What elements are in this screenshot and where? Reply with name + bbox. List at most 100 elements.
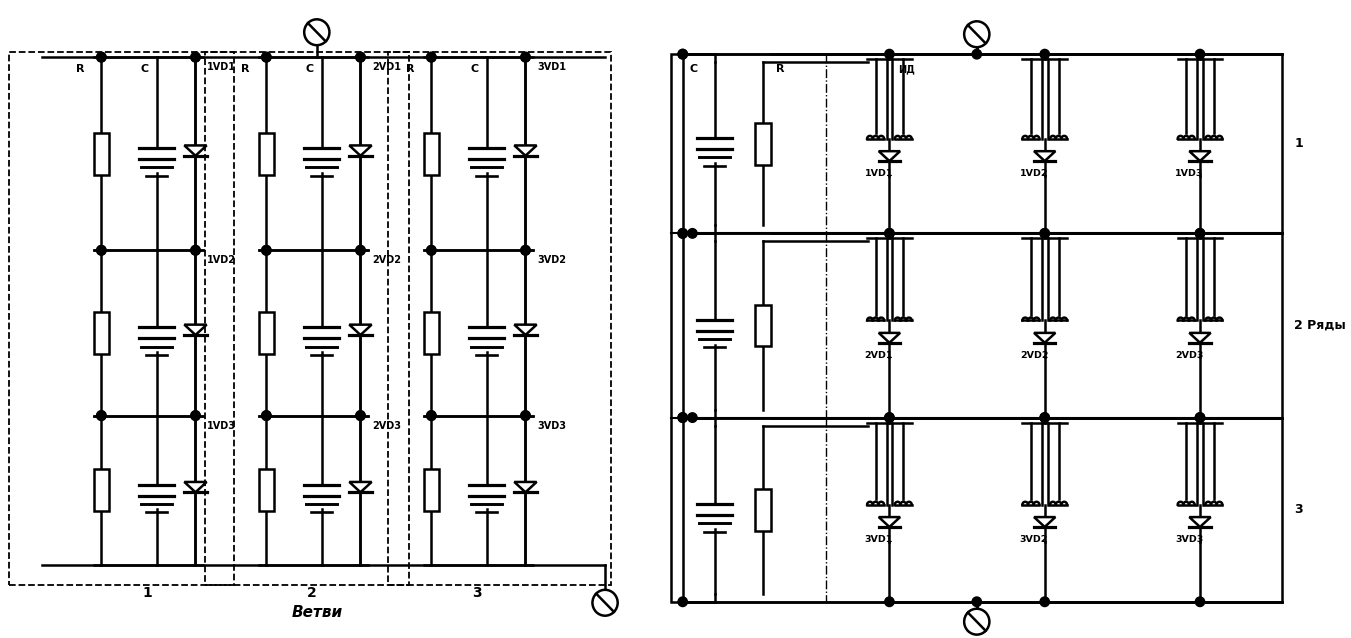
Circle shape [190,246,200,255]
Circle shape [1040,228,1050,238]
Circle shape [97,52,105,62]
Polygon shape [515,145,536,156]
Circle shape [427,411,436,420]
Circle shape [1196,597,1205,607]
Circle shape [190,246,200,255]
Circle shape [1196,413,1205,422]
Bar [424,470,439,511]
Polygon shape [1189,517,1210,527]
Text: 2VD3: 2VD3 [372,420,401,431]
Bar [93,133,109,175]
Circle shape [262,411,272,420]
Circle shape [593,590,617,616]
Circle shape [1040,228,1050,238]
Text: 2VD1: 2VD1 [372,62,401,72]
Bar [424,133,439,175]
Circle shape [190,411,200,420]
Polygon shape [184,145,207,156]
Polygon shape [350,482,372,493]
Circle shape [521,246,530,255]
Bar [671,54,1282,602]
Text: ИД: ИД [898,64,916,74]
Text: 3VD2: 3VD2 [1020,535,1048,544]
Circle shape [427,52,436,62]
Circle shape [427,246,436,255]
Polygon shape [184,325,207,335]
Text: C: C [689,64,697,74]
Circle shape [521,52,530,62]
Circle shape [885,49,894,59]
Circle shape [1040,49,1050,59]
Circle shape [521,246,530,255]
Text: 1VD1: 1VD1 [207,62,236,72]
Circle shape [973,597,981,607]
Text: 1VD2: 1VD2 [207,255,236,265]
Circle shape [678,597,688,607]
Text: 2VD2: 2VD2 [372,255,401,265]
Circle shape [678,413,688,422]
Text: 2VD1: 2VD1 [865,351,893,360]
Circle shape [262,52,272,62]
Polygon shape [1189,333,1210,343]
Circle shape [521,52,530,62]
Circle shape [521,411,530,420]
Circle shape [521,411,530,420]
Circle shape [304,19,330,45]
Circle shape [262,411,272,420]
Circle shape [885,413,894,422]
Circle shape [427,52,436,62]
Text: C: C [305,64,313,74]
Text: 3VD1: 3VD1 [865,535,893,544]
Text: 3: 3 [471,586,482,600]
Text: 3VD3: 3VD3 [538,420,566,431]
Polygon shape [878,151,900,161]
Circle shape [973,49,981,59]
Text: R: R [405,64,415,74]
Polygon shape [1034,333,1055,343]
Circle shape [1040,413,1050,422]
Circle shape [355,52,365,62]
Polygon shape [350,325,372,335]
Text: 2 Ряды: 2 Ряды [1294,319,1346,332]
Text: R: R [76,64,84,74]
Circle shape [1196,413,1205,422]
Bar [388,52,611,585]
Text: 1: 1 [1294,137,1302,151]
Circle shape [262,52,272,62]
Circle shape [262,246,272,255]
Text: Ветви: Ветви [292,605,342,620]
Text: 3VD1: 3VD1 [538,62,566,72]
Circle shape [97,246,105,255]
Circle shape [97,411,105,420]
Circle shape [190,411,200,420]
Polygon shape [515,325,536,335]
Bar [93,470,109,511]
Bar [424,312,439,354]
Bar [258,470,274,511]
Text: 3VD2: 3VD2 [538,255,566,265]
Text: C: C [141,64,149,74]
Text: 1VD3: 1VD3 [207,420,236,431]
Polygon shape [878,333,900,343]
Circle shape [97,411,105,420]
Circle shape [1040,413,1050,422]
Circle shape [190,52,200,62]
Circle shape [885,228,894,238]
Circle shape [355,411,365,420]
Circle shape [678,49,688,59]
Bar [755,123,771,165]
Polygon shape [1034,151,1055,161]
Circle shape [1196,228,1205,238]
Circle shape [885,597,894,607]
Text: 2VD2: 2VD2 [1020,351,1048,360]
Circle shape [97,246,105,255]
Circle shape [1196,49,1205,59]
Circle shape [678,49,688,59]
Circle shape [427,411,436,420]
Text: C: C [471,64,480,74]
Circle shape [678,413,688,422]
Polygon shape [1189,151,1210,161]
Circle shape [355,246,365,255]
Circle shape [427,246,436,255]
Circle shape [355,411,365,420]
